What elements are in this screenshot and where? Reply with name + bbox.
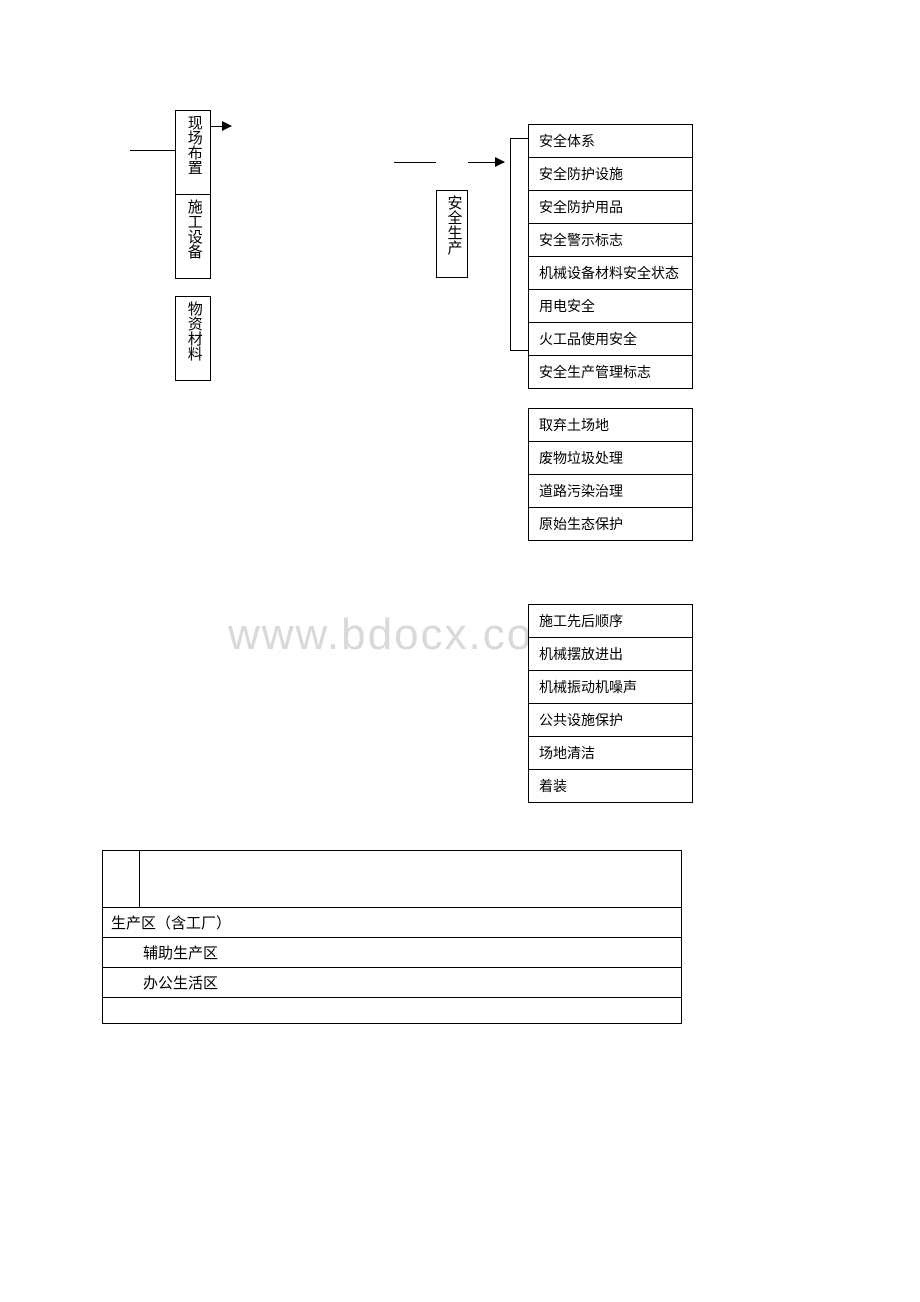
- box-equipment: 施工设备: [175, 194, 211, 279]
- list3-item: 机械振动机噪声: [528, 671, 693, 704]
- list1-item: 安全防护设施: [528, 158, 693, 191]
- connector-left-stub: [130, 150, 175, 151]
- box-safety-production: 安全生产: [436, 190, 468, 278]
- list3-item: 施工先后顺序: [528, 604, 693, 638]
- zone-row-production-label: 生产区（含工厂）: [111, 916, 231, 932]
- list2-item: 废物垃圾处理: [528, 442, 693, 475]
- list2-item: 道路污染治理: [528, 475, 693, 508]
- box-materials-label: 物资材料: [183, 301, 203, 361]
- list3-item: 机械摆放进出: [528, 638, 693, 671]
- bracket-list1-bottom: [510, 350, 528, 351]
- box-materials: 物资材料: [175, 296, 211, 381]
- list1-item: 安全生产管理标志: [528, 356, 693, 389]
- bracket-list1: [510, 138, 511, 350]
- connector-into-safety: [394, 162, 436, 163]
- list3-item: 公共设施保护: [528, 704, 693, 737]
- box-safety-production-label: 安全生产: [443, 195, 463, 255]
- box-site-layout-label: 现场布置: [183, 115, 203, 175]
- zone-row-empty: [103, 997, 681, 1023]
- list1-item: 火工品使用安全: [528, 323, 693, 356]
- list1-item: 机械设备材料安全状态: [528, 257, 693, 290]
- list1-item: 安全警示标志: [528, 224, 693, 257]
- zone-row-office-label: 办公生活区: [143, 976, 218, 992]
- bracket-list1-top: [510, 138, 528, 139]
- watermark-text: www.bdocx.com: [228, 610, 572, 660]
- list1-item: 安全防护用品: [528, 191, 693, 224]
- list-safety-items: 安全体系安全防护设施安全防护用品安全警示标志机械设备材料安全状态用电安全火工品使…: [528, 124, 693, 389]
- zone-table: 生产区（含工厂） 辅助生产区 办公生活区: [102, 850, 682, 1024]
- list-environment-items: 取弃土场地废物垃圾处理道路污染治理原始生态保护: [528, 408, 693, 541]
- list2-item: 原始生态保护: [528, 508, 693, 541]
- zone-row-office: 办公生活区: [103, 967, 681, 997]
- zone-row-auxiliary-label: 辅助生产区: [143, 946, 218, 962]
- zone-row-auxiliary: 辅助生产区: [103, 937, 681, 967]
- box-equipment-label: 施工设备: [183, 199, 203, 259]
- list3-item: 着装: [528, 770, 693, 803]
- list-civilized-construction: 施工先后顺序机械摆放进出机械振动机噪声公共设施保护场地清洁着装: [528, 604, 693, 803]
- list2-item: 取弃土场地: [528, 408, 693, 442]
- list3-item: 场地清洁: [528, 737, 693, 770]
- list1-item: 用电安全: [528, 290, 693, 323]
- zone-row-production: 生产区（含工厂）: [103, 907, 681, 937]
- box-site-layout: 现场布置: [175, 110, 211, 195]
- list1-item: 安全体系: [528, 124, 693, 158]
